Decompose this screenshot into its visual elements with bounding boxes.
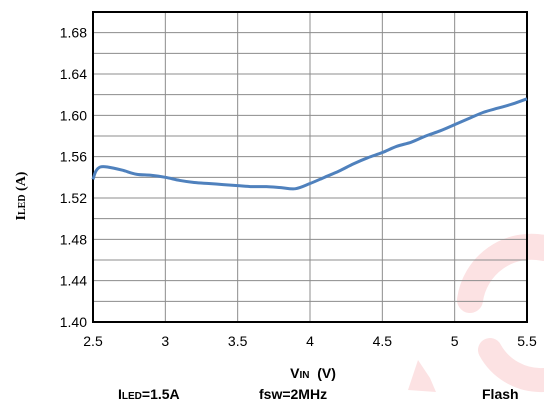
y-tick-label: 1.64 [60,66,87,82]
y-tick-label: 1.68 [60,25,87,41]
note-fsw: fsw=2MHz [259,386,327,402]
x-tick-label: 4 [306,333,314,349]
x-tick-label: 5.5 [517,333,537,349]
note-mode: Flash [482,386,519,402]
y-tick-label: 1.56 [60,149,87,165]
y-axis-label: ILED (A) [14,171,29,220]
y-tick-label: 1.44 [60,273,87,289]
y-tick-label: 1.48 [60,231,87,247]
y-tick-labels: 1.40 1.44 1.48 1.52 1.56 1.60 1.64 1.68 [60,25,87,330]
x-tick-label: 5 [451,333,459,349]
series-layer [91,97,528,191]
x-tick-label: 3.5 [228,333,248,349]
y-tick-label: 1.52 [60,190,87,206]
grid-lines [92,11,528,323]
y-tick-label: 1.40 [60,314,87,330]
plot-frame [92,11,528,323]
x-tick-label: 3 [161,333,169,349]
series-line [91,97,528,191]
y-tick-label: 1.60 [60,107,87,123]
watermark-logo [408,233,544,393]
x-tick-labels: 2.5 3 3.5 4 4.5 5 5.5 [83,333,537,349]
x-tick-label: 2.5 [83,333,103,349]
x-axis-label: VIN (V) [290,365,336,381]
x-tick-label: 4.5 [373,333,393,349]
note-iled: ILED=1.5A [118,386,180,402]
